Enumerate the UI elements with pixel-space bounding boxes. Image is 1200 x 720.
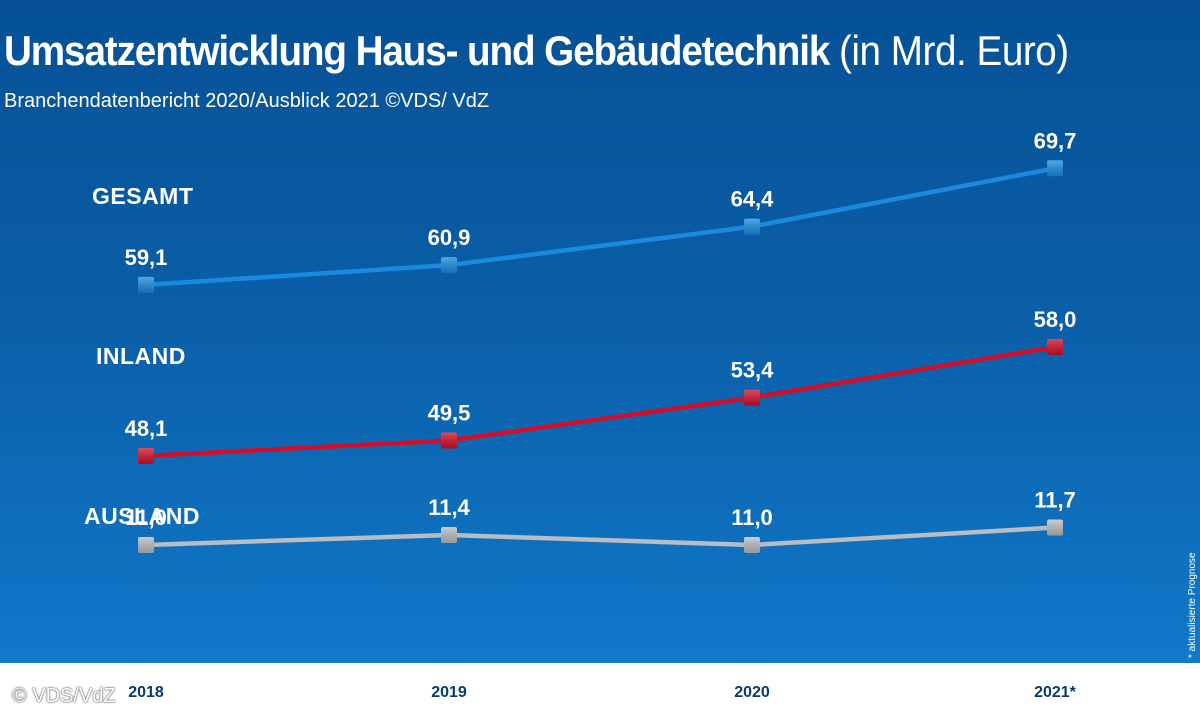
data-label: 49,5 — [428, 401, 471, 426]
data-point-marker-shade — [138, 447, 154, 464]
series-line — [143, 525, 1058, 548]
data-label: 11,0 — [731, 505, 773, 530]
data-label: 11,4 — [428, 495, 470, 520]
series-line — [143, 344, 1058, 459]
copyright-watermark: © VDS/VdZ — [12, 685, 116, 707]
data-point-marker-shade — [744, 537, 760, 553]
data-point-marker-shade — [441, 432, 457, 449]
x-tick-label: 2018 — [128, 684, 164, 701]
title-unit: (in Mrd. Euro) — [838, 27, 1069, 74]
data-label: 11,0 — [125, 505, 167, 530]
data-label: 11,7 — [1034, 488, 1076, 513]
page-subtitle: Branchendatenbericht 2020/Ausblick 2021 … — [4, 90, 490, 112]
page-title: Umsatzentwicklung Haus- und Gebäudetechn… — [4, 30, 1069, 72]
data-point-marker-shade — [441, 527, 457, 543]
footnote: * aktualisierte Prognose — [1187, 552, 1198, 658]
series-name-label: INLAND — [96, 343, 186, 369]
x-axis-band — [0, 663, 1200, 720]
series-name-label: AUSLAND — [84, 503, 200, 529]
data-label: 48,1 — [125, 416, 168, 441]
series-gesamt: GESAMT 59,1 60,9 64,4 69,7 — [92, 128, 1076, 293]
data-label: 60,9 — [428, 225, 471, 250]
title-main: Umsatzentwicklung Haus- und Gebäudetechn… — [4, 27, 830, 74]
data-point-marker-shade — [138, 276, 154, 293]
x-tick-label: 2020 — [734, 684, 770, 701]
data-label: 64,4 — [731, 187, 775, 212]
data-label: 59,1 — [125, 245, 168, 270]
data-point-marker-shade — [1047, 160, 1063, 177]
data-point-marker-shade — [441, 257, 457, 274]
data-point-marker-shade — [138, 537, 154, 553]
series-name-label: GESAMT — [92, 183, 193, 209]
data-label: 53,4 — [731, 358, 775, 383]
series-line — [143, 166, 1058, 288]
data-point-marker-shade — [1047, 519, 1063, 536]
data-label: 58,0 — [1034, 307, 1077, 332]
data-point-marker-shade — [1047, 339, 1063, 355]
x-tick-label: 2019 — [431, 684, 467, 701]
series-inland: INLAND 48,1 49,5 53,4 58,0 — [96, 307, 1076, 464]
data-point-marker-shade — [744, 389, 760, 406]
data-point-marker-shade — [744, 218, 760, 235]
x-tick-label: 2021* — [1034, 684, 1077, 701]
data-label: 69,7 — [1034, 128, 1077, 153]
